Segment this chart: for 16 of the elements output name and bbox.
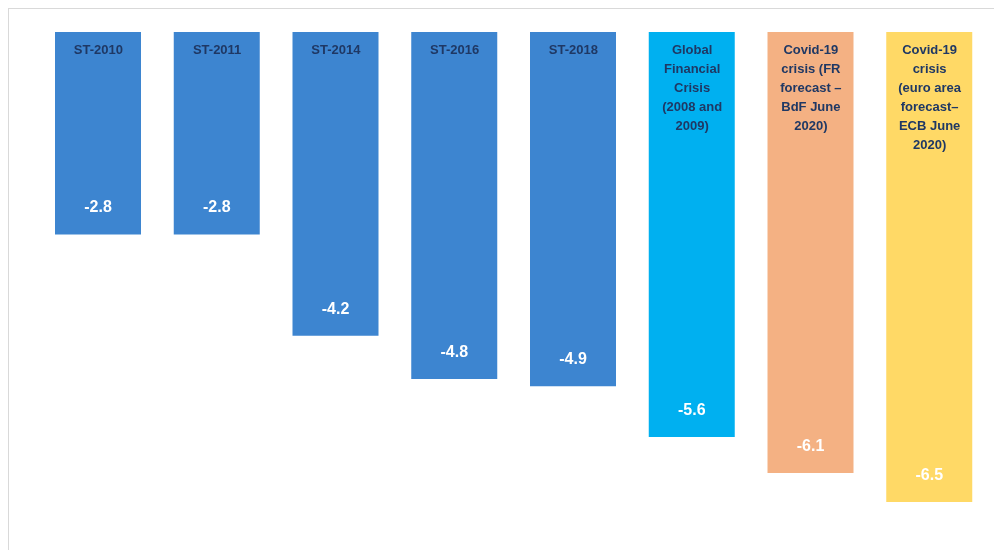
data-label: -5.6 <box>677 400 706 418</box>
x-tick-label: Global Financial Crisis (2008 and 2009) <box>662 42 723 133</box>
data-label: -4.2 <box>321 299 350 317</box>
x-tick-label: Covid-19 crisis (FR forecast – BdF June 2020) <box>780 42 842 133</box>
data-label: -6.1 <box>796 437 825 455</box>
data-label: -4.8 <box>440 343 469 361</box>
x-tick-label: Covid-19 crisis (euro area forecast– ECB June 2020) <box>898 42 962 152</box>
data-label: -2.8 <box>202 198 231 216</box>
x-tick-label: ST-2011 <box>192 42 242 57</box>
x-tick-label: ST-2016 <box>430 42 480 57</box>
data-label: -2.8 <box>84 198 112 216</box>
data-label: -6.5 <box>915 466 944 483</box>
data-label: -4.9 <box>559 350 587 368</box>
x-tick-label: ST-2018 <box>548 42 598 57</box>
x-tick-label: ST-2010 <box>73 42 123 57</box>
x-tick-label: ST-2014 <box>311 42 362 57</box>
